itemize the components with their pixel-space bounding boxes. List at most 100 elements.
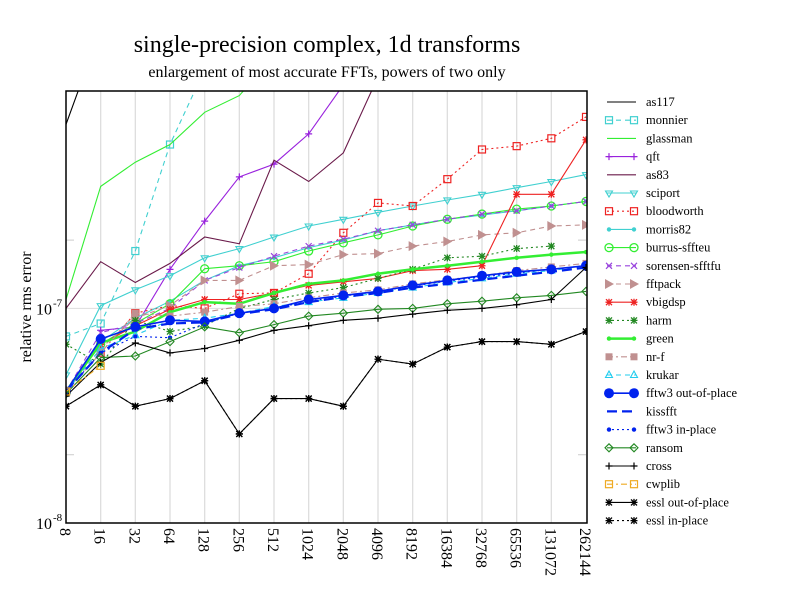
marker-star xyxy=(513,190,521,198)
series-vbigdsp xyxy=(66,136,587,395)
marker-dot xyxy=(514,255,519,261)
series-as83 xyxy=(66,91,373,309)
legend-label: morris82 xyxy=(646,222,691,236)
marker-diamond xyxy=(165,336,175,347)
legend-label: nr-f xyxy=(646,350,665,364)
marker-square xyxy=(408,201,417,211)
marker-dot xyxy=(606,227,612,232)
x-tick-label: 1024 xyxy=(299,528,316,560)
marker-triangle xyxy=(304,259,314,270)
legend: as117 monnier glassman qft as83 sciport bloodw… xyxy=(604,95,738,528)
marker-dot xyxy=(583,249,587,255)
legend-label: cross xyxy=(646,459,672,473)
marker-square xyxy=(604,116,614,125)
series-line xyxy=(66,290,587,395)
marker-triangle xyxy=(546,178,556,187)
marker-plus xyxy=(630,153,638,161)
legend-label: bloodworth xyxy=(646,204,704,218)
marker-dot xyxy=(375,271,381,276)
marker-x xyxy=(443,215,451,223)
legend-item: ransom xyxy=(604,441,683,455)
marker-square xyxy=(629,116,639,125)
marker-circle xyxy=(200,264,210,274)
series-ransom xyxy=(66,286,587,399)
x-tick-label: 8192 xyxy=(403,528,420,560)
x-tick-label: 65536 xyxy=(507,528,524,568)
marker-circle xyxy=(442,214,452,224)
legend-item: fftw3 out-of-place xyxy=(604,386,738,400)
marker-circle xyxy=(477,209,487,219)
marker-star xyxy=(605,298,613,306)
marker-dot xyxy=(271,306,277,311)
legend-item: essl out-of-place xyxy=(605,495,729,509)
marker-triangle xyxy=(478,229,487,240)
marker-circle xyxy=(604,388,614,399)
marker-square xyxy=(477,145,487,154)
x-tick-label: 16 xyxy=(91,528,108,544)
marker-star xyxy=(374,355,382,363)
marker-star xyxy=(605,498,613,506)
marker-triangle xyxy=(374,248,383,259)
marker-plus xyxy=(339,316,347,324)
marker-star xyxy=(235,430,243,438)
marker-star xyxy=(605,517,613,525)
series-sciport xyxy=(66,172,587,380)
marker-square xyxy=(235,303,243,311)
marker-circle xyxy=(604,242,614,253)
marker-circle xyxy=(581,196,587,207)
series-as117 xyxy=(66,91,79,125)
marker-plus xyxy=(201,217,209,225)
series-kissfft xyxy=(66,266,587,393)
marker-star xyxy=(605,316,613,324)
series-line xyxy=(66,200,587,392)
marker-triangle xyxy=(66,372,71,380)
marker-square xyxy=(131,309,139,317)
marker-triangle xyxy=(96,303,106,311)
marker-triangle xyxy=(629,369,639,379)
x-tick-label: 131072 xyxy=(541,528,558,576)
marker-plus xyxy=(66,392,70,400)
legend-label: cwplib xyxy=(646,477,680,491)
marker-triangle xyxy=(165,273,175,281)
marker-triangle xyxy=(604,190,614,199)
marker-square xyxy=(629,207,639,216)
series-morris82 xyxy=(66,199,587,394)
marker-x xyxy=(478,210,486,218)
marker-triangle xyxy=(408,241,418,252)
marker-star xyxy=(582,328,587,336)
marker-star xyxy=(513,245,521,253)
series-line xyxy=(66,264,587,392)
marker-plus xyxy=(443,306,451,314)
series-layer xyxy=(66,91,587,438)
marker-dot xyxy=(631,227,637,232)
marker-plus xyxy=(131,339,139,347)
marker-dot xyxy=(341,293,346,299)
marker-star xyxy=(630,498,638,506)
marker-circle xyxy=(95,333,106,344)
marker-plus xyxy=(235,336,243,344)
marker-dot xyxy=(306,299,311,304)
marker-star xyxy=(409,360,417,368)
marker-diamond xyxy=(629,443,639,453)
marker-square xyxy=(629,480,639,489)
marker-star xyxy=(305,395,313,403)
marker-x xyxy=(270,252,278,260)
y-tick-exponent: -7 xyxy=(53,297,63,309)
marker-plus xyxy=(235,173,243,181)
marker-plus xyxy=(605,153,613,161)
marker-plus xyxy=(630,462,638,470)
marker-triangle xyxy=(582,219,587,230)
marker-star xyxy=(443,254,451,262)
x-tick-label: 32768 xyxy=(472,528,489,568)
marker-triangle xyxy=(373,209,383,218)
marker-dot xyxy=(631,427,637,432)
marker-dot xyxy=(410,267,415,272)
x-tick-label: 2048 xyxy=(333,528,350,560)
series-bloodworth xyxy=(66,112,587,396)
marker-triangle xyxy=(605,279,614,289)
marker-diamond xyxy=(581,286,587,297)
x-tick-label: 262144 xyxy=(576,528,593,576)
marker-x xyxy=(305,242,313,250)
marker-square xyxy=(630,353,638,361)
